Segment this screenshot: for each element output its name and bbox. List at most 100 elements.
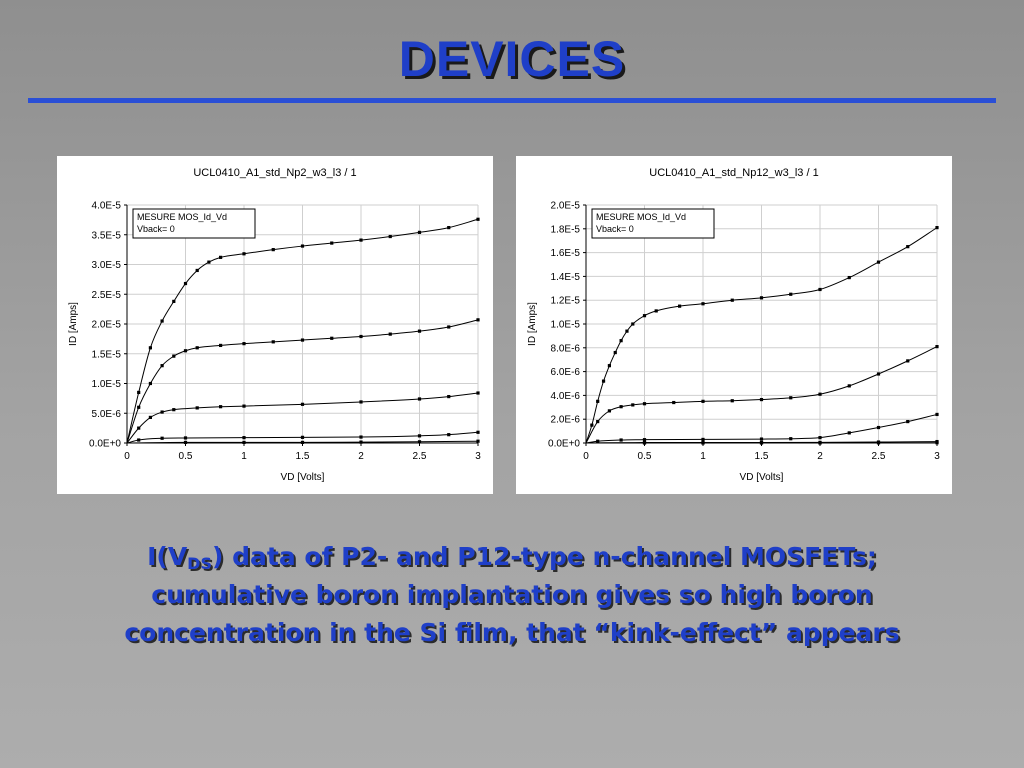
y-tick-label: 0.0E+0: [548, 439, 580, 450]
x-tick-label: 0.5: [179, 451, 193, 462]
series-1-point: [447, 226, 451, 230]
x-axis-label: VD [Volts]: [740, 472, 784, 483]
series-2-point: [183, 349, 188, 353]
series-3-point: [148, 415, 152, 420]
legend-line-2: Vback= 0: [596, 224, 634, 234]
y-tick-label: 1.5E-5: [92, 349, 122, 360]
caption-line-2: cumulative boron implantation gives so h…: [151, 580, 873, 609]
series-1-point: [730, 298, 734, 302]
series-3-point: [789, 437, 793, 441]
series-2-point: [359, 334, 363, 339]
series-3-point: [172, 408, 176, 412]
legend-box: [591, 208, 715, 239]
series-1-point: [619, 339, 623, 343]
series-3-point: [596, 439, 600, 443]
series-2-point: [137, 405, 141, 409]
series-2-point: [906, 359, 910, 363]
series-4-point: [242, 436, 246, 440]
series-1-point: [678, 304, 682, 308]
series-2-point: [596, 419, 600, 424]
series-4-point: [476, 430, 480, 434]
series-3-point: [300, 402, 305, 406]
series-3-point: [759, 437, 764, 441]
series-3-point: [818, 436, 822, 440]
series-1-point: [219, 255, 223, 259]
caption-line-3: concentration in the Si film, that “kink…: [124, 618, 900, 647]
series-5-point: [759, 441, 764, 445]
series-4-point: [160, 436, 164, 440]
series-1-point: [207, 260, 211, 264]
y-tick-label: 0.0E+0: [89, 439, 121, 450]
chart-np12: UCL0410_A1_std_Np12_w3_l3 / 1 0 0.5 1 1.5 2 2.…: [527, 167, 940, 483]
series-1-point: [359, 238, 363, 242]
series-2-point: [818, 392, 822, 396]
series-2-point: [271, 340, 275, 344]
y-tick-label: 2.0E-5: [551, 201, 581, 212]
series-2-point: [642, 402, 647, 406]
series-3-point: [447, 394, 451, 399]
series-4-point: [417, 434, 422, 438]
caption-line-1: I(VDS) data of P2- and P12-type n-channe…: [40, 538, 984, 576]
y-tick-label: 1.8E-5: [551, 224, 581, 235]
caption-subscript: DS: [187, 554, 212, 573]
series-4-point: [183, 436, 188, 440]
x-tick-label: 0.5: [638, 451, 652, 462]
series-3-point: [876, 425, 881, 430]
series-2-point: [631, 403, 635, 407]
series-2-point: [730, 399, 734, 403]
legend-line-1: MESURE MOS_Id_Vd: [596, 212, 686, 222]
caption-text-1a: I(V: [147, 542, 188, 571]
series-5-point: [818, 441, 822, 445]
series-2-point: [789, 396, 793, 400]
series-1-point: [847, 275, 851, 280]
series-3-point: [642, 438, 647, 442]
chart-np2: UCL0410_A1_std_Np2_w3_l3 / 1 0 0.5 1 1.5 2 2.5…: [68, 167, 481, 483]
x-tick-label: 1.5: [296, 451, 310, 462]
series-1-point: [195, 268, 199, 273]
x-tick-label: 2: [817, 451, 823, 462]
series-5-point: [476, 439, 480, 443]
series-1-point: [642, 314, 647, 318]
legend-line-2: Vback= 0: [137, 224, 175, 234]
y-tick-label: 1.4E-5: [551, 272, 581, 283]
series-1-point: [789, 292, 793, 296]
chart-panel-np2: UCL0410_A1_std_Np2_w3_l3 / 1 0 0.5 1 1.5 2 2.5…: [57, 156, 493, 494]
slide-caption: I(VDS) data of P2- and P12-type n-channe…: [40, 538, 984, 652]
series-3-point: [701, 437, 705, 442]
series-2-point: [447, 325, 451, 329]
x-tick-label: 1: [241, 451, 247, 462]
chart-panel-np12: UCL0410_A1_std_Np12_w3_l3 / 1 0 0.5 1 1.5 2 2.…: [516, 156, 952, 494]
series-1-point: [417, 230, 422, 234]
series-1-point: [876, 260, 881, 264]
y-tick-label: 1.0E-5: [551, 320, 581, 331]
x-tick-label: 2.5: [872, 451, 886, 462]
series-2-point: [172, 354, 176, 358]
series-2-point: [330, 336, 334, 340]
series-1-point: [818, 287, 822, 292]
y-tick-label: 3.0E-5: [92, 260, 122, 271]
x-axis-label: VD [Volts]: [281, 472, 325, 483]
series-1-point: [759, 296, 764, 300]
series-3-point: [476, 391, 480, 395]
series-1-point: [906, 245, 910, 249]
y-axis-label: ID [Amps]: [527, 302, 538, 346]
legend-line-1: MESURE MOS_Id_Vd: [137, 212, 227, 222]
series-1-point: [242, 252, 246, 256]
series-2-point: [672, 400, 676, 405]
series-1-point: [631, 322, 635, 326]
series-2-point: [242, 342, 246, 346]
series-1-point: [935, 226, 939, 230]
series-5-point: [300, 440, 305, 444]
series-2-point: [619, 405, 623, 409]
series-2-point: [876, 372, 881, 376]
y-tick-label: 1.0E-5: [92, 379, 122, 390]
series-1-point: [137, 390, 141, 395]
series-2-point: [160, 364, 164, 368]
chart-title: UCL0410_A1_std_Np2_w3_l3 / 1: [193, 167, 356, 179]
series-1-point: [271, 248, 275, 252]
series-1-point: [607, 364, 611, 368]
series-2-point: [476, 318, 480, 322]
y-tick-label: 2.0E-6: [551, 415, 581, 426]
y-tick-label: 4.0E-6: [551, 391, 581, 402]
series-3-point: [935, 412, 939, 417]
